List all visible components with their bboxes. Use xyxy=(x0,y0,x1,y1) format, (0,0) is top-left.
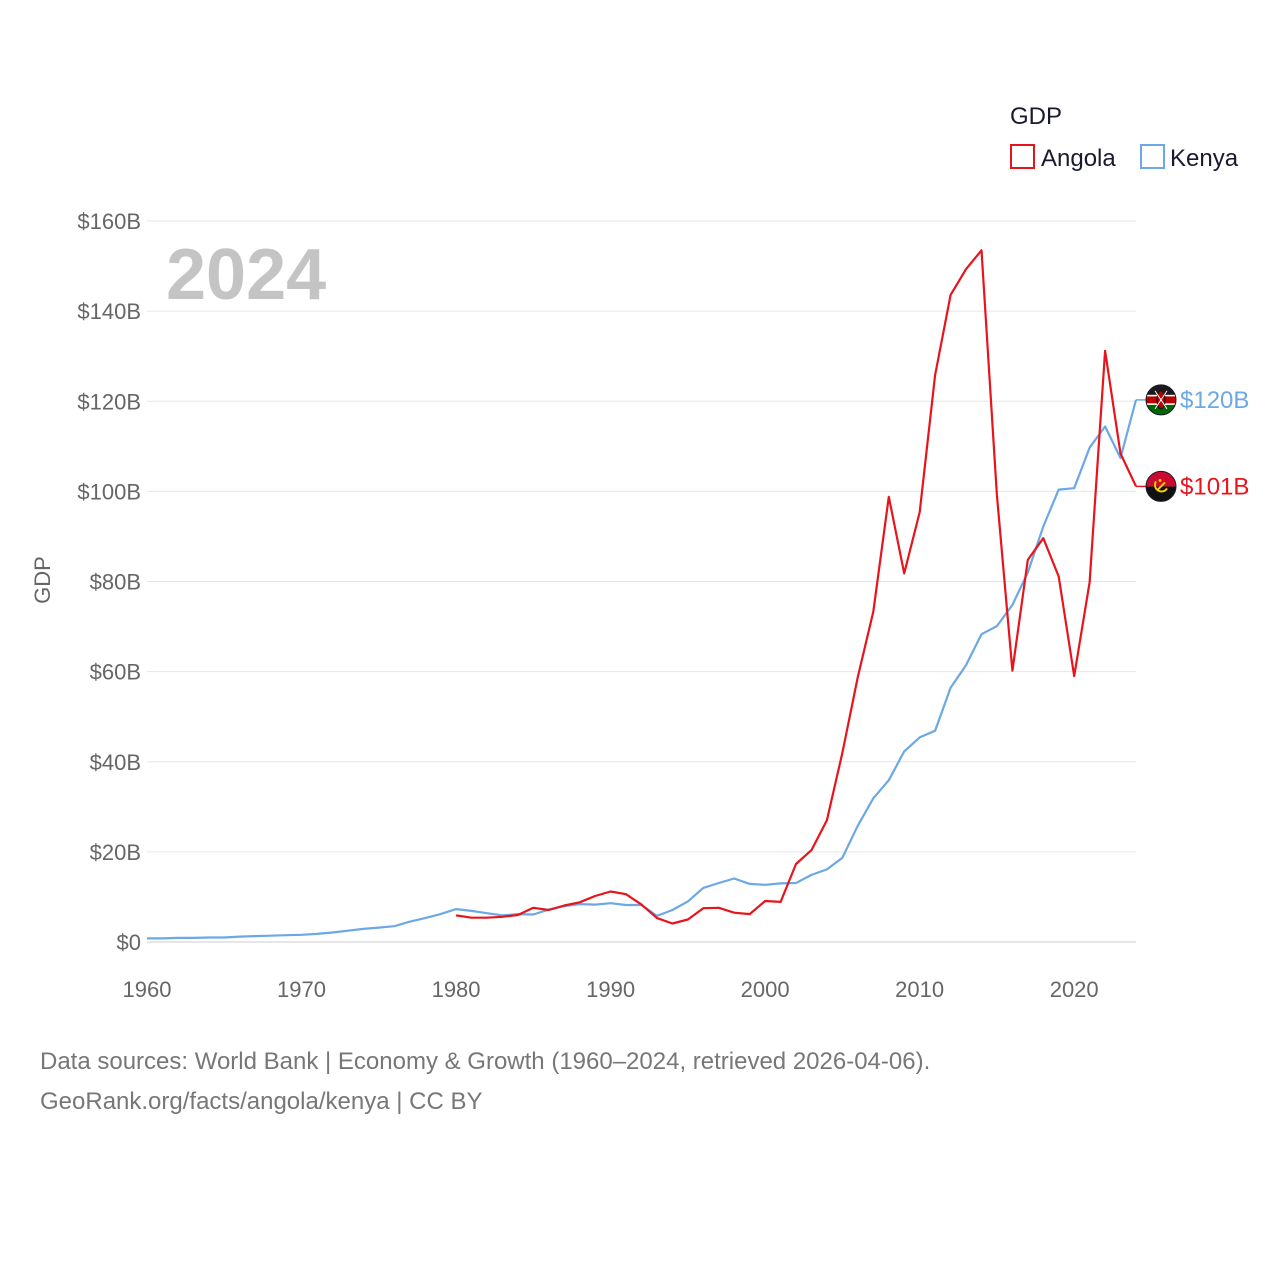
x-tick-label: 1980 xyxy=(432,977,481,1002)
series-line-kenya xyxy=(147,399,1138,940)
legend-item-kenya[interactable]: Kenya xyxy=(1140,144,1239,172)
end-label-kenya: $120B xyxy=(1180,387,1249,414)
gdp-line-chart: $0 $20B $40B $60B $80B $100B $120B $140B $160B 1… xyxy=(30,103,1249,1002)
y-tick-label: $140B xyxy=(77,299,141,324)
x-tick-label: 2020 xyxy=(1050,977,1099,1002)
x-tick-label: 2010 xyxy=(895,977,944,1002)
footer: Data sources: World Bank | Economy & Gro… xyxy=(40,1042,1240,1122)
y-tick-label: $120B xyxy=(77,389,141,414)
legend-swatch-angola xyxy=(1010,144,1035,169)
angola-flag-icon xyxy=(1145,470,1177,502)
end-markers: $101B $120B xyxy=(1136,384,1249,502)
legend-item-angola[interactable]: Angola xyxy=(1010,144,1116,172)
kenya-flag-icon xyxy=(1145,384,1177,416)
x-tick-label: 2000 xyxy=(741,977,790,1002)
y-tick-label: $0 xyxy=(117,930,141,955)
source-link[interactable]: GeoRank.org/facts/angola/kenya | CC BY xyxy=(40,1088,483,1115)
y-axis-ticks: $0 $20B $40B $60B $80B $100B $120B $140B $160B xyxy=(77,209,141,955)
end-label-angola: $101B xyxy=(1180,473,1249,500)
y-tick-label: $160B xyxy=(77,209,141,234)
legend-label-angola: Angola xyxy=(1041,145,1116,172)
x-tick-label: 1960 xyxy=(123,977,172,1002)
x-tick-label: 1990 xyxy=(586,977,635,1002)
y-tick-label: $40B xyxy=(90,750,141,775)
legend-swatch-kenya xyxy=(1140,144,1165,169)
gridlines xyxy=(147,220,1136,943)
y-tick-label: $80B xyxy=(90,570,141,595)
year-watermark: 2024 xyxy=(166,235,326,315)
y-tick-label: $60B xyxy=(90,660,141,685)
legend-label-kenya: Kenya xyxy=(1170,145,1239,172)
y-tick-label: $100B xyxy=(77,479,141,504)
y-axis-title: GDP xyxy=(30,556,55,604)
series-lines xyxy=(147,249,1138,940)
legend-title: GDP xyxy=(1010,103,1062,130)
legend[interactable]: GDP Angola Kenya xyxy=(1010,103,1239,172)
y-tick-label: $20B xyxy=(90,840,141,865)
x-axis-ticks: 1960 1970 1980 1990 2000 2010 2020 xyxy=(123,977,1099,1002)
x-tick-label: 1970 xyxy=(277,977,326,1002)
data-sources-note: Data sources: World Bank | Economy & Gro… xyxy=(40,1048,931,1075)
series-line-angola xyxy=(455,249,1137,925)
